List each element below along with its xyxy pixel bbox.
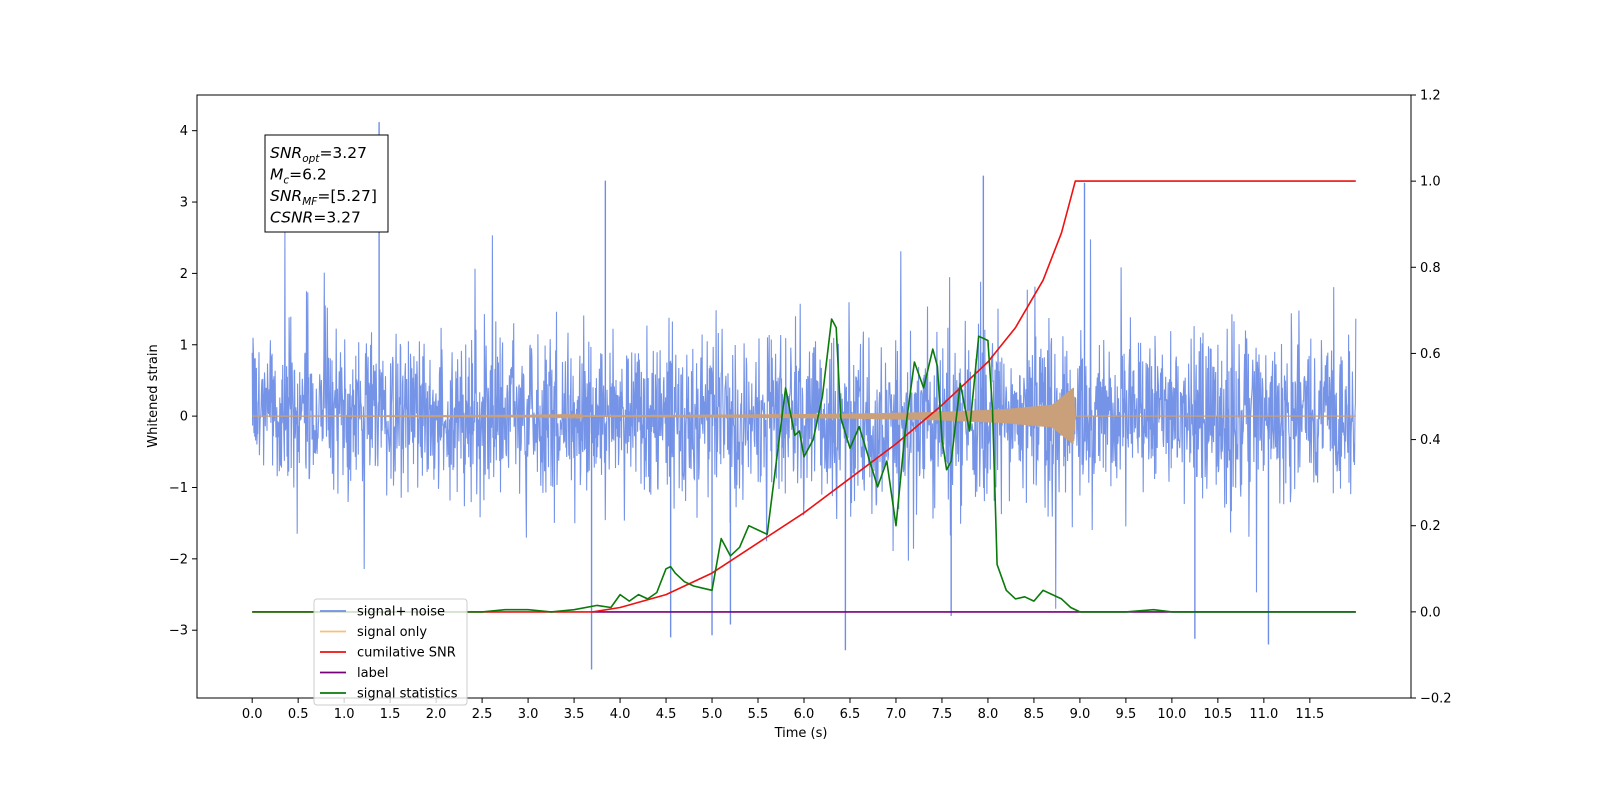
annotation-line-2: SNRMF=[5.27]	[270, 187, 377, 208]
series-line-signal-only	[252, 387, 1356, 445]
y-tick-label-6: 3	[180, 196, 188, 211]
annotation-line-0: SNRopt=3.27	[270, 144, 367, 165]
series-line-signal-statistics	[252, 318, 1356, 613]
legend-label-0: signal+ noise	[357, 605, 445, 620]
x-tick-label-2: 1.0	[334, 707, 355, 722]
y-tick-label-4: 1	[180, 338, 188, 353]
x-tick-label-22: 11.0	[1249, 707, 1278, 722]
x-tick-label-18: 9.0	[1070, 707, 1091, 722]
noise-spikes	[378, 122, 1270, 670]
x-tick-label-8: 4.0	[610, 707, 631, 722]
y2-tick-label-3: 0.4	[1420, 433, 1441, 448]
y-tick-label-3: 0	[180, 410, 188, 425]
y2-tick-label-4: 0.6	[1420, 347, 1441, 362]
x-axis-label: Time (s)	[774, 726, 828, 741]
plot-area	[251, 122, 1357, 670]
x-tick-label-1: 0.5	[288, 707, 309, 722]
y-tick-label-7: 4	[180, 124, 188, 139]
x-tick-label-15: 7.5	[932, 707, 953, 722]
x-tick-label-12: 6.0	[794, 707, 815, 722]
x-tick-label-17: 8.5	[1024, 707, 1045, 722]
legend-label-1: signal only	[357, 625, 427, 640]
y2-tick-label-6: 1.0	[1420, 175, 1441, 190]
y2-tick-label-5: 0.8	[1420, 261, 1441, 276]
legend-frame	[313, 598, 468, 706]
legend-label-2: cumilative SNR	[357, 646, 456, 661]
series-line-signal-noise	[251, 232, 1357, 609]
y2-tick-label-2: 0.2	[1420, 519, 1441, 534]
legend: signal+ noise signal only cumilative SNR la…	[313, 598, 468, 706]
y-tick-label-2: −1	[169, 481, 188, 496]
y2-tick-label-7: 1.2	[1420, 89, 1441, 104]
x-tick-label-20: 10.0	[1157, 707, 1186, 722]
x-tick-label-9: 4.5	[656, 707, 677, 722]
y-axis-label: Whitened strain	[146, 344, 161, 447]
y-tick-label-1: −2	[169, 552, 188, 567]
x-tick-label-21: 10.5	[1203, 707, 1232, 722]
x-tick-label-7: 3.5	[564, 707, 585, 722]
legend-label-4: signal statistics	[357, 687, 458, 702]
x-tick-label-5: 2.5	[472, 707, 493, 722]
x-axis-ticks: 0.0 0.5 1.0 1.5 2.0 2.5 3.0 3.5 4.0 4.5 5.0 5.5 6.0 6…	[242, 698, 1324, 722]
y-tick-label-0: −3	[169, 624, 188, 639]
x-tick-label-16: 8.0	[978, 707, 999, 722]
series-line-cumulative-snr	[252, 180, 1356, 613]
x-tick-label-4: 2.0	[426, 707, 447, 722]
annotation-line-1: Mc=6.2	[270, 166, 327, 187]
y2-axis-ticks: −0.2 0.0 0.2 0.4 0.6 0.8 1.0 1.2	[1411, 89, 1452, 707]
x-tick-label-11: 5.5	[748, 707, 769, 722]
y2-tick-label-1: 0.0	[1420, 605, 1441, 620]
x-tick-label-3: 1.5	[380, 707, 401, 722]
x-tick-label-10: 5.0	[702, 707, 723, 722]
annotation-box	[264, 134, 389, 233]
x-tick-label-6: 3.0	[518, 707, 539, 722]
legend-label-3: label	[357, 666, 388, 681]
y-axis-ticks: −3 −2 −1 0 1 2 3 4	[169, 124, 197, 639]
x-tick-label-13: 6.5	[840, 707, 861, 722]
y-tick-label-5: 2	[180, 267, 188, 282]
annotation-line-3: CSNR=3.27	[270, 209, 361, 227]
x-tick-label-14: 7.0	[886, 707, 907, 722]
x-tick-label-0: 0.0	[242, 707, 263, 722]
x-tick-label-23: 11.5	[1295, 707, 1324, 722]
y2-tick-label-0: −0.2	[1420, 692, 1452, 707]
x-tick-label-19: 9.5	[1116, 707, 1137, 722]
